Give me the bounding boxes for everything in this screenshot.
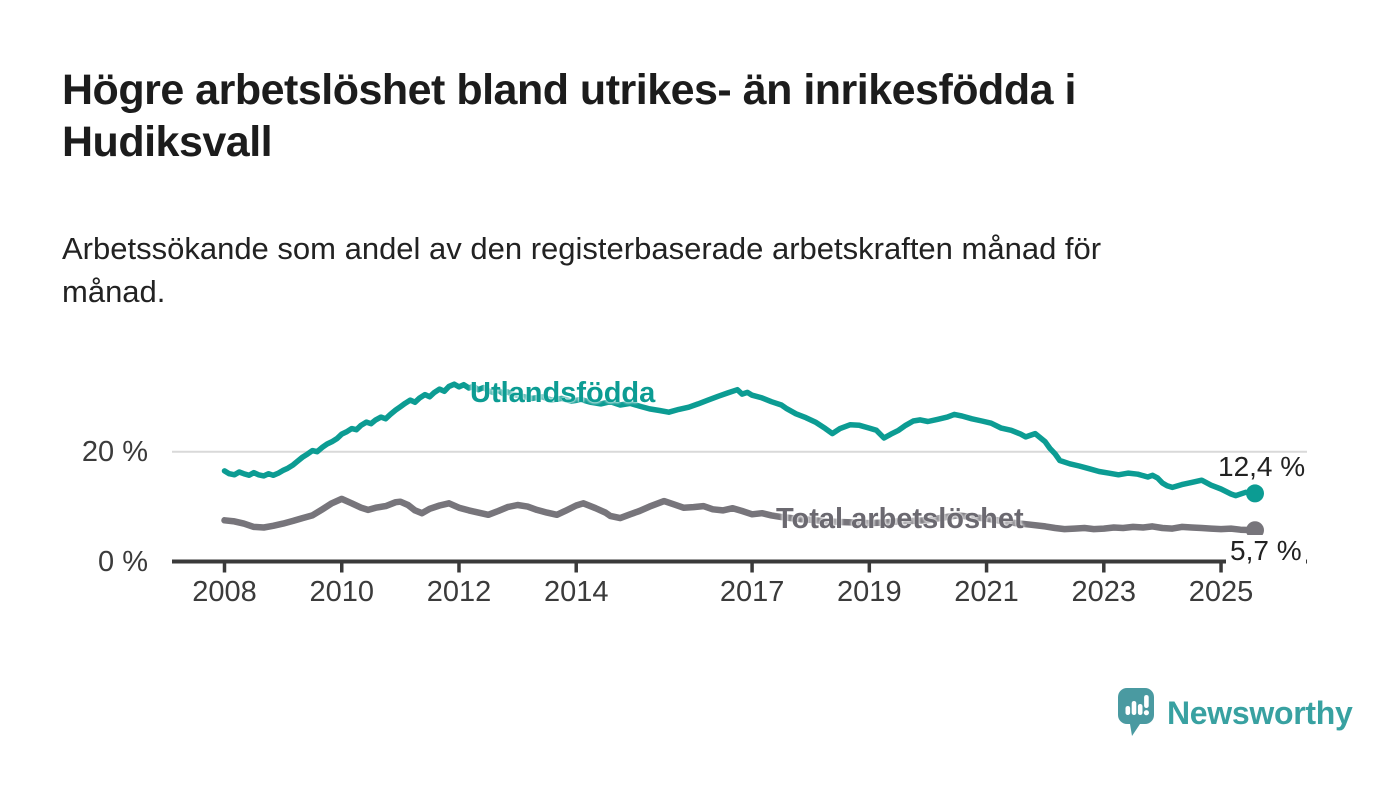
series-label-utlandsfodda: Utlandsfödda [470, 377, 656, 409]
x-tick-label: 2008 [192, 576, 257, 608]
page-subtitle-line-2: månad. [62, 273, 166, 309]
x-tick-label: 2021 [954, 576, 1019, 608]
newsworthy-wordmark: Newsworthy [1167, 695, 1353, 731]
y-tick-label: 0 % [98, 545, 148, 578]
newsworthy-logo: Newsworthy [1118, 688, 1353, 738]
end-value-total-arbetsloshet: 5,7 % [1226, 535, 1306, 567]
page-subtitle-line-1: Arbetssökande som andel av den registerb… [62, 231, 1102, 266]
end-value-utlandsfodda: 12,4 % [1218, 451, 1306, 482]
page-title-line-2: Hudiksvall [62, 118, 273, 167]
page-title-line-1: Högre arbetslöshet bland utrikes- än inr… [62, 66, 1076, 114]
page-subtitle: Arbetssökande som andel av den registerb… [62, 228, 1342, 314]
x-tick-label: 2017 [719, 576, 785, 608]
x-tick-label: 2012 [426, 576, 492, 608]
series-line [221, 381, 1258, 499]
series-label-total-arbetsloshet: Total arbetslöshet [776, 503, 1024, 535]
newsworthy-logo-icon [1118, 688, 1154, 736]
series-line [221, 495, 1259, 534]
page-title: Högre arbetslöshet bland utrikes- än inr… [62, 64, 1342, 169]
series-end-dot [1246, 521, 1264, 540]
x-tick-label: 2010 [309, 576, 374, 608]
x-tick-label: 2019 [837, 576, 902, 608]
series-end-dot [1246, 484, 1264, 503]
y-tick-label: 20 % [81, 435, 148, 468]
x-tick-label: 2014 [543, 576, 609, 608]
x-tick-label: 2025 [1188, 576, 1254, 608]
x-tick-label: 2023 [1071, 576, 1137, 608]
